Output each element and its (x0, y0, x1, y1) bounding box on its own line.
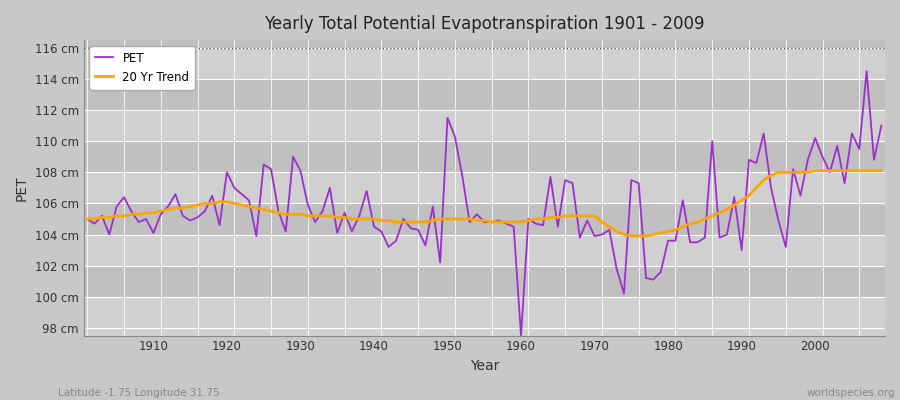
Bar (84, 48, 885, 79)
Y-axis label: PET: PET (15, 175, 29, 201)
PET (508, 224, 519, 229)
20 Yr Trend (346, 216, 357, 221)
PET (302, 202, 313, 207)
PET (516, 333, 526, 338)
20 Yr Trend (302, 214, 313, 218)
Line: 20 Yr Trend: 20 Yr Trend (87, 171, 881, 236)
Bar (84, 234, 885, 266)
20 Yr Trend (140, 210, 151, 215)
20 Yr Trend (516, 220, 526, 224)
Bar (84, 110, 885, 141)
PET (876, 123, 886, 128)
20 Yr Trend (82, 216, 93, 221)
Bar (84, 172, 885, 203)
PET (82, 216, 93, 221)
Bar (84, 203, 885, 234)
Bar (84, 297, 885, 328)
PET (861, 69, 872, 74)
Text: Latitude -1.75 Longitude 31.75: Latitude -1.75 Longitude 31.75 (58, 388, 220, 398)
20 Yr Trend (508, 220, 519, 224)
Legend: PET, 20 Yr Trend: PET, 20 Yr Trend (89, 46, 195, 90)
PET (140, 216, 151, 221)
X-axis label: Year: Year (470, 359, 499, 373)
Text: worldspecies.org: worldspecies.org (807, 388, 896, 398)
Bar (84, 141, 885, 172)
20 Yr Trend (876, 168, 886, 173)
Bar (84, 40, 885, 48)
Bar (84, 79, 885, 110)
20 Yr Trend (604, 224, 615, 229)
PET (611, 266, 622, 271)
PET (346, 229, 357, 234)
20 Yr Trend (810, 168, 821, 173)
Title: Yearly Total Potential Evapotranspiration 1901 - 2009: Yearly Total Potential Evapotranspiratio… (264, 15, 705, 33)
20 Yr Trend (626, 234, 636, 238)
Bar (84, 328, 885, 336)
Line: PET: PET (87, 71, 881, 336)
Bar (84, 266, 885, 297)
PET (523, 216, 534, 221)
